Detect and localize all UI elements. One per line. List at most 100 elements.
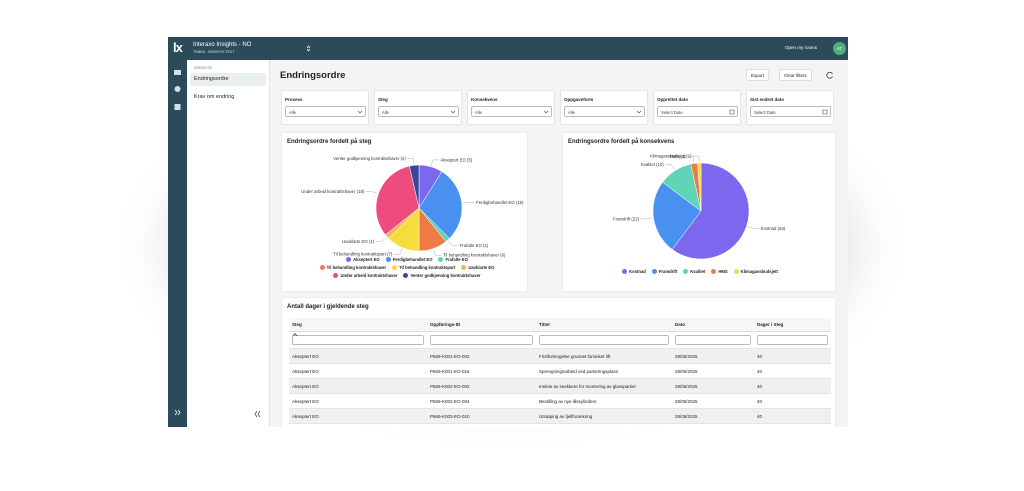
- data-label: Kvalitet (10): [641, 162, 664, 167]
- table-cell: P669-K002-EO-010: [427, 408, 536, 424]
- filter-select[interactable]: Alle: [285, 106, 366, 117]
- legend-swatch: [711, 269, 717, 274]
- pie-slice[interactable]: [652, 181, 702, 250]
- pie-slice[interactable]: [375, 165, 420, 236]
- table-row[interactable]: Akseptert EO P669-K001-EO-002 Fristforleng…: [289, 348, 831, 364]
- leader-line: [393, 248, 403, 255]
- column-filter-input[interactable]: [757, 335, 828, 345]
- table-cell: Akseptert EO: [289, 393, 427, 409]
- clear-filters-button[interactable]: Clear filters: [779, 69, 812, 81]
- legend-item[interactable]: Under arbeid kontraktshaver: [333, 273, 397, 278]
- filter: Prosess Alle: [281, 90, 369, 125]
- legend-swatch: [319, 265, 325, 270]
- pie-slice[interactable]: [409, 164, 420, 209]
- legend-label: Kvalitet: [690, 269, 706, 274]
- legend-label: Frafalte EO: [445, 257, 468, 262]
- filter: Steg Alle: [374, 90, 462, 125]
- column-filter-input[interactable]: [539, 335, 669, 345]
- avatar[interactable]: AT: [833, 42, 846, 55]
- chart-title: Endringsordre fordelt på konsekvens: [568, 139, 675, 145]
- legend-item[interactable]: Akseptert EO: [346, 257, 380, 262]
- filter-select[interactable]: Alle: [564, 106, 645, 117]
- legend-item[interactable]: Uavklarte EO: [461, 265, 494, 270]
- pie-slice[interactable]: [418, 171, 463, 239]
- legend-item[interactable]: Kostnad: [622, 269, 646, 274]
- legend-item[interactable]: Ferdigbehandlet EO: [385, 257, 432, 262]
- nav-item[interactable]: Krav om endring: [194, 94, 235, 100]
- nav-item[interactable]: Endringsordre: [190, 73, 266, 86]
- filter-label: Konsekvens: [471, 97, 498, 102]
- data-label: Under arbeid kontraktshaver (18): [301, 189, 365, 194]
- filter-cell: [289, 331, 427, 349]
- table-cell: Akseptert EO: [289, 378, 427, 394]
- legend-item[interactable]: Kvalitet: [683, 269, 705, 274]
- filter-select[interactable]: Select Date: [657, 106, 738, 117]
- table-row[interactable]: Akseptert EO P669-K002-EO-010 Utstøping av…: [289, 408, 831, 424]
- legend-swatch: [385, 257, 391, 262]
- sidebar-section: INSIGHTS: [194, 66, 212, 70]
- table-cell: 40: [754, 408, 831, 424]
- data-label: Uavklarte EO (1): [342, 239, 375, 244]
- legend-item[interactable]: Frafalte EO: [438, 257, 468, 262]
- filter-select[interactable]: Select Date: [750, 106, 831, 117]
- table-row[interactable]: Akseptert EO P669-K002-EO-004 Bestilling a…: [289, 393, 831, 409]
- open-rooms-link[interactable]: Open my rooms: [785, 45, 818, 50]
- export-button[interactable]: Export: [746, 69, 770, 81]
- table-row[interactable]: Akseptert EO P669-K001-EO-016 Sprengningsa…: [289, 363, 831, 379]
- column-header[interactable]: Dager i Steg: [754, 318, 831, 332]
- icon-shape: [636, 110, 642, 114]
- pie-slice[interactable]: [697, 162, 702, 212]
- table-cell: Sprengningsarbeid ved parkeringsplass: [536, 363, 672, 379]
- column-header[interactable]: Tittel: [536, 318, 672, 332]
- table-card: Antall dager i gjeldende steg Steg Oppfør…: [281, 297, 836, 427]
- column-filter-input[interactable]: [430, 335, 533, 345]
- leader-line: [747, 226, 760, 229]
- switch-icon[interactable]: [306, 45, 311, 52]
- select-icon: [357, 110, 363, 114]
- app-title[interactable]: Interaxo Insights - NO: [193, 42, 252, 48]
- leader-line: [365, 191, 378, 194]
- pie-slice[interactable]: [671, 162, 750, 260]
- expand-icon[interactable]: [174, 409, 181, 416]
- legend-item[interactable]: HMS: [711, 269, 728, 274]
- table-row[interactable]: Akseptert EO P669-K002-EO-002 Innleie av s…: [289, 378, 831, 394]
- legend-swatch: [346, 257, 352, 262]
- column-header[interactable]: Steg: [289, 318, 427, 337]
- rail-icon[interactable]: [174, 104, 181, 110]
- filter-select[interactable]: Alle: [378, 106, 459, 117]
- table-cell: 40: [754, 393, 831, 409]
- legend-item[interactable]: Til behandling kontraktspart: [392, 265, 455, 270]
- logo[interactable]: lx: [173, 40, 183, 55]
- data-label: HMS (2): [670, 154, 687, 159]
- legend-item[interactable]: Framdrift: [651, 269, 677, 274]
- filter-label: Prosess: [285, 97, 303, 102]
- legend-swatch: [461, 265, 467, 270]
- column-header[interactable]: Oppførings-ID: [427, 318, 536, 332]
- column-header[interactable]: Dato: [672, 318, 754, 332]
- legend-label: Under arbeid kontraktshaver: [340, 273, 398, 278]
- table-body: Akseptert EO P669-K001-EO-002 Fristforleng…: [289, 348, 831, 424]
- collapse-icon[interactable]: [253, 410, 263, 418]
- data-label: Klimagassbudsjett (1): [650, 154, 692, 159]
- legend-item[interactable]: Klimagassbudsjett: [733, 269, 778, 274]
- filter-cell: [536, 331, 672, 349]
- table-cell: Bestilling av nye låssylindere: [536, 393, 672, 409]
- table-cell: Fristforlengelse grunnet forsinket lift: [536, 348, 672, 364]
- leader-line: [665, 164, 675, 170]
- select-icon: [822, 109, 828, 115]
- rail-icon[interactable]: [174, 86, 181, 92]
- column-filter-input[interactable]: [675, 335, 751, 345]
- filter-row: [289, 331, 831, 349]
- legend-swatch: [733, 269, 739, 274]
- rail-icons: [174, 70, 181, 416]
- table-cell: Akseptert EO: [289, 363, 427, 379]
- leader-line: [375, 237, 387, 242]
- filter-select[interactable]: Alle: [471, 106, 552, 117]
- legend-item[interactable]: Venter godkjenning kontraktshaver: [403, 273, 481, 278]
- legend-item[interactable]: Til behandling kontraktshaver: [319, 265, 386, 270]
- column-filter-input[interactable]: [292, 335, 424, 345]
- refresh-icon[interactable]: [826, 71, 834, 79]
- rail-icon[interactable]: [174, 70, 181, 75]
- data-label: Kostnad (53): [761, 226, 786, 231]
